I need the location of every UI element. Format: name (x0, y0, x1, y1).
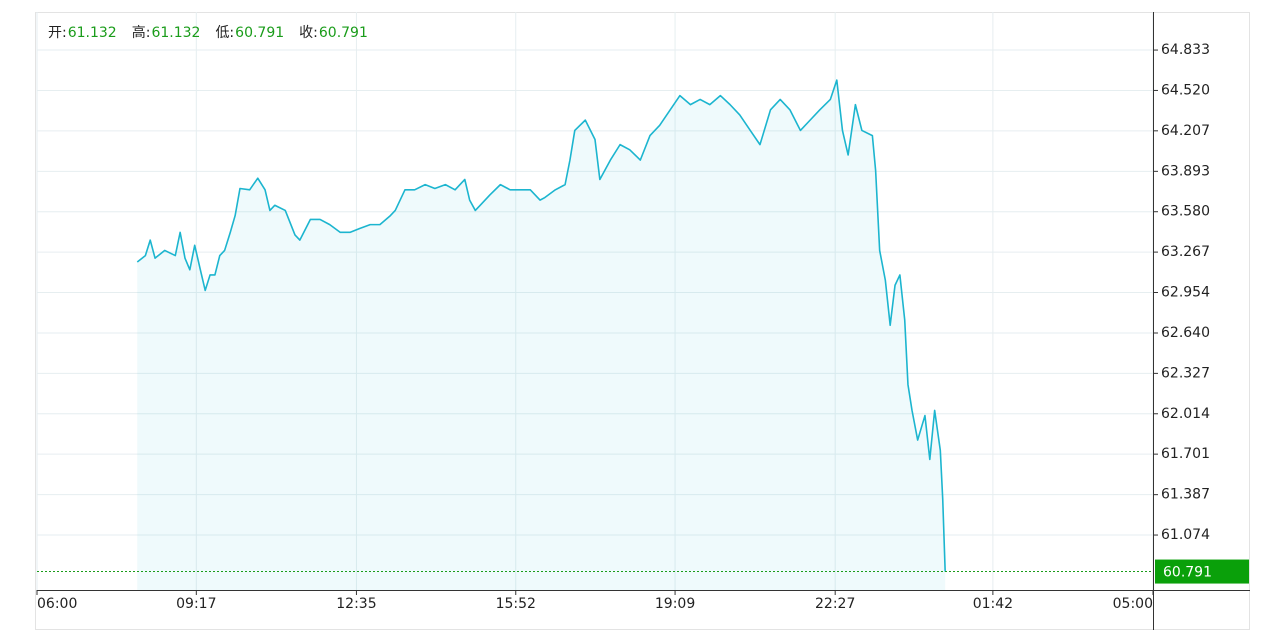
x-tick-label: 12:35 (336, 596, 376, 612)
ohlc-label: 低: (215, 25, 234, 41)
y-tick-label: 63.267 (1161, 244, 1210, 260)
y-tick-label: 62.327 (1161, 365, 1210, 381)
last-price-box (1155, 559, 1249, 584)
y-tick-label: 61.701 (1161, 446, 1210, 462)
y-tick-label: 61.074 (1161, 527, 1210, 543)
labels: 开: 61.132 高: 61.132 低: 60.791 收: 60.79161.07461… (36, 24, 1249, 612)
ohlc-value: 60.791 (235, 25, 284, 41)
x-tick-label: 09:17 (176, 596, 216, 612)
y-tick-label: 62.954 (1161, 284, 1210, 300)
y-tick-label: 63.893 (1161, 163, 1210, 179)
area (137, 80, 946, 591)
ohlc-label: 高: (132, 24, 151, 41)
y-tick-label: 64.207 (1161, 123, 1210, 139)
x-tick-label: 15:52 (496, 596, 536, 612)
x-tick-label: 06:00 (37, 596, 77, 612)
ohlc-value: 60.791 (319, 25, 368, 41)
plot (37, 79, 1153, 591)
line (136, 79, 946, 572)
y-tick-label: 61.387 (1161, 487, 1210, 503)
ohlc-value: 61.132 (151, 25, 200, 41)
y-tick-label: 64.833 (1161, 42, 1210, 58)
y-tick-label: 63.580 (1161, 204, 1210, 220)
last-price-label: 60.791 (1163, 565, 1212, 581)
x-tick-label: 19:09 (655, 596, 695, 612)
ohlc-label: 收: (299, 25, 318, 41)
x-tick-label: 22:27 (815, 596, 855, 612)
ohlc-label: 开: (48, 25, 67, 41)
y-tick-label: 64.520 (1161, 82, 1210, 98)
y-tick-label: 62.640 (1161, 325, 1210, 341)
x-tick-label: 05:00 (1113, 596, 1153, 612)
y-tick-label: 62.014 (1161, 406, 1210, 422)
ohlc-value: 61.132 (68, 25, 117, 41)
frame (35, 12, 1250, 630)
x-tick-label: 01:42 (973, 596, 1013, 612)
